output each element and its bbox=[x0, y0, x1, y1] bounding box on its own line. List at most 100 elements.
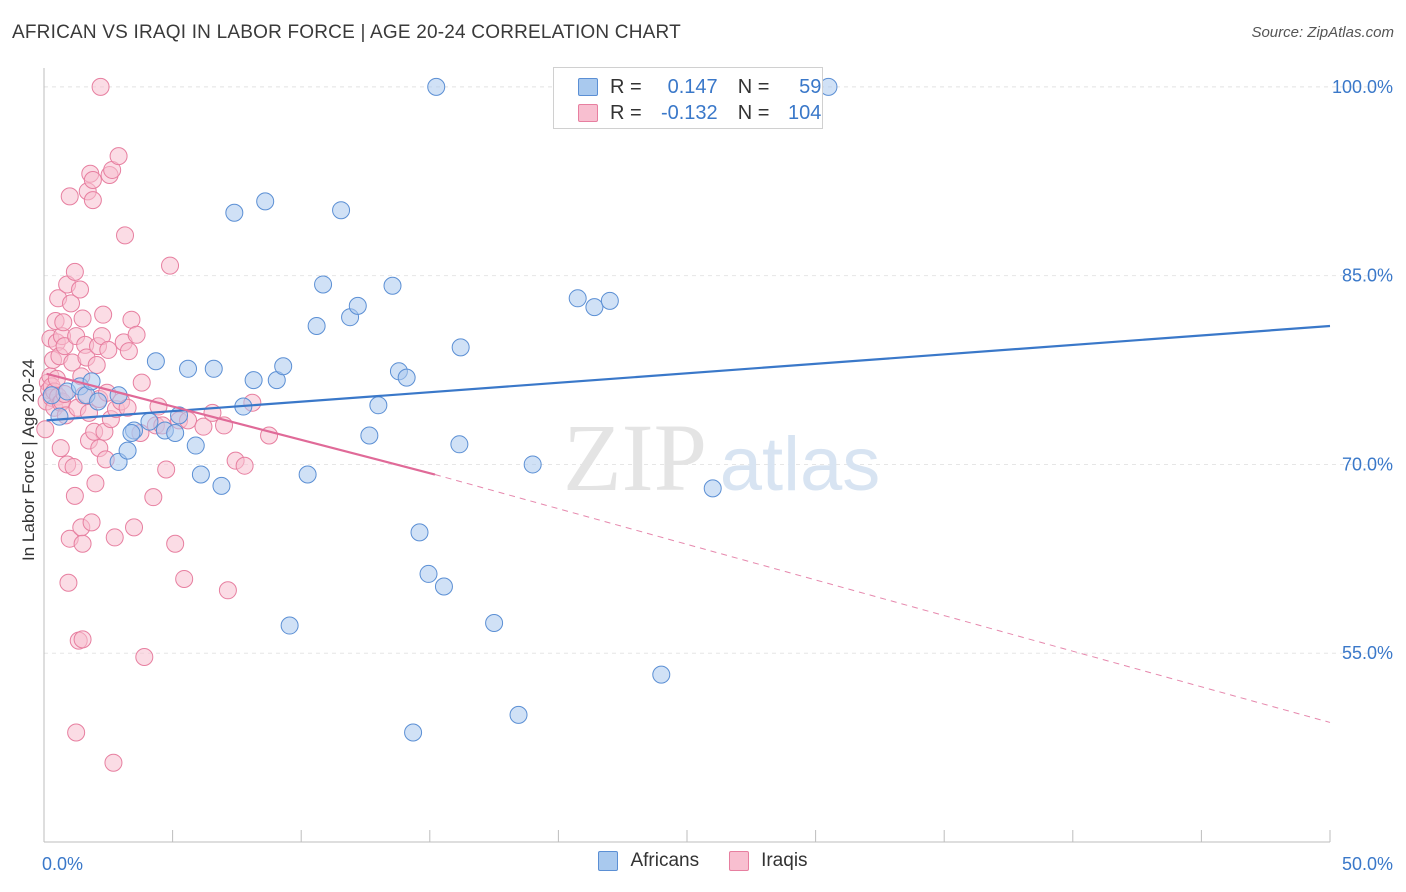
iraqis-swatch bbox=[578, 104, 598, 122]
data-point bbox=[36, 420, 55, 439]
data-point bbox=[427, 77, 446, 96]
data-point bbox=[450, 435, 469, 454]
data-point bbox=[104, 753, 123, 772]
data-point bbox=[360, 426, 379, 445]
y-tick-label: 70.0% bbox=[1342, 454, 1393, 474]
data-point bbox=[99, 340, 118, 359]
data-point bbox=[204, 359, 223, 378]
data-point bbox=[89, 392, 108, 411]
n-label: N = bbox=[737, 75, 770, 98]
data-point bbox=[157, 460, 176, 479]
r-label: R = bbox=[610, 75, 642, 98]
data-point bbox=[419, 564, 438, 583]
data-point bbox=[485, 614, 504, 633]
data-point bbox=[64, 457, 83, 476]
data-point bbox=[585, 298, 604, 317]
data-point bbox=[118, 398, 137, 417]
data-point bbox=[83, 171, 102, 190]
data-point bbox=[127, 325, 146, 344]
data-point bbox=[652, 665, 671, 684]
data-point bbox=[568, 289, 587, 308]
data-point bbox=[118, 441, 137, 460]
iraqis-legend-swatch bbox=[729, 851, 750, 871]
data-point bbox=[225, 203, 244, 222]
data-point bbox=[119, 342, 138, 361]
data-point bbox=[122, 423, 141, 442]
data-point bbox=[73, 630, 92, 649]
data-point bbox=[65, 486, 84, 505]
data-point bbox=[42, 386, 61, 405]
y-axis-title-group: In Labor Force | Age 20-24 bbox=[19, 359, 38, 561]
data-point bbox=[369, 396, 388, 415]
watermark-atlas: atlas bbox=[720, 422, 881, 507]
data-point bbox=[397, 368, 416, 387]
data-point bbox=[434, 577, 453, 596]
stats-legend: R = 0.147 N = 59 R = -0.132 N = 104 bbox=[553, 67, 823, 129]
data-point bbox=[314, 275, 333, 294]
legend-label-iraqis: Iraqis bbox=[761, 850, 808, 871]
trend-line-iraqis bbox=[46, 372, 436, 476]
data-point bbox=[144, 488, 163, 507]
legend-item-africans[interactable]: Africans bbox=[598, 850, 699, 872]
y-tick-label: 55.0% bbox=[1342, 643, 1393, 663]
data-point bbox=[50, 407, 69, 426]
africans-points bbox=[42, 77, 838, 742]
data-point bbox=[132, 373, 151, 392]
data-point bbox=[383, 276, 402, 295]
trend-line-africans bbox=[46, 324, 1331, 422]
legend-label-africans: Africans bbox=[630, 850, 700, 871]
x-tick-label-min: 0.0% bbox=[42, 854, 83, 874]
data-point bbox=[600, 291, 619, 310]
africans-swatch bbox=[578, 78, 598, 96]
r-label: R = bbox=[610, 101, 642, 124]
data-point bbox=[109, 386, 128, 405]
data-point bbox=[703, 479, 722, 498]
data-point bbox=[404, 723, 423, 742]
data-point bbox=[166, 423, 185, 442]
data-point bbox=[186, 436, 205, 455]
data-point bbox=[54, 313, 73, 332]
data-point bbox=[87, 356, 106, 375]
data-point bbox=[125, 518, 144, 537]
data-point bbox=[146, 352, 165, 371]
y-axis-title: In Labor Force | Age 20-24 bbox=[19, 359, 38, 561]
data-point bbox=[71, 280, 90, 299]
data-point bbox=[194, 417, 213, 436]
data-point bbox=[91, 77, 110, 96]
tick-labels: 55.0% 70.0% 85.0% 100.0% 0.0% 50.0% bbox=[42, 77, 1393, 874]
africans-legend-swatch bbox=[598, 851, 619, 871]
chart-title: AFRICAN VS IRAQI IN LABOR FORCE | AGE 20… bbox=[12, 22, 681, 43]
data-point bbox=[109, 147, 128, 166]
y-tick-label: 100.0% bbox=[1332, 77, 1393, 97]
data-point bbox=[116, 226, 135, 245]
data-point bbox=[73, 309, 92, 328]
data-point bbox=[82, 513, 101, 532]
data-point bbox=[55, 337, 74, 356]
data-point bbox=[332, 201, 351, 220]
n-value-iraqis: 104 bbox=[788, 101, 822, 124]
data-point bbox=[244, 371, 263, 390]
trend-line-iraqis bbox=[434, 474, 1331, 723]
legend-item-iraqis[interactable]: Iraqis bbox=[729, 850, 808, 872]
data-point bbox=[59, 573, 78, 592]
data-point bbox=[86, 474, 105, 493]
data-point bbox=[83, 191, 102, 210]
data-point bbox=[235, 456, 254, 475]
n-value-africans: 59 bbox=[799, 75, 822, 98]
data-point bbox=[51, 439, 70, 458]
y-tick-label: 85.0% bbox=[1342, 266, 1393, 286]
data-point bbox=[523, 455, 542, 474]
data-point bbox=[161, 256, 180, 275]
data-point bbox=[67, 723, 86, 742]
stats-legend-row-iraqis: R = -0.132 N = 104 bbox=[578, 100, 821, 126]
data-point bbox=[191, 465, 210, 484]
data-point bbox=[274, 357, 293, 376]
data-point bbox=[105, 528, 124, 547]
r-value-iraqis: -0.132 bbox=[660, 101, 718, 124]
data-point bbox=[307, 317, 326, 335]
data-point bbox=[175, 569, 194, 588]
data-point bbox=[280, 616, 299, 635]
data-point bbox=[218, 581, 237, 600]
source-label: Source: ZipAtlas.com bbox=[1251, 24, 1394, 41]
